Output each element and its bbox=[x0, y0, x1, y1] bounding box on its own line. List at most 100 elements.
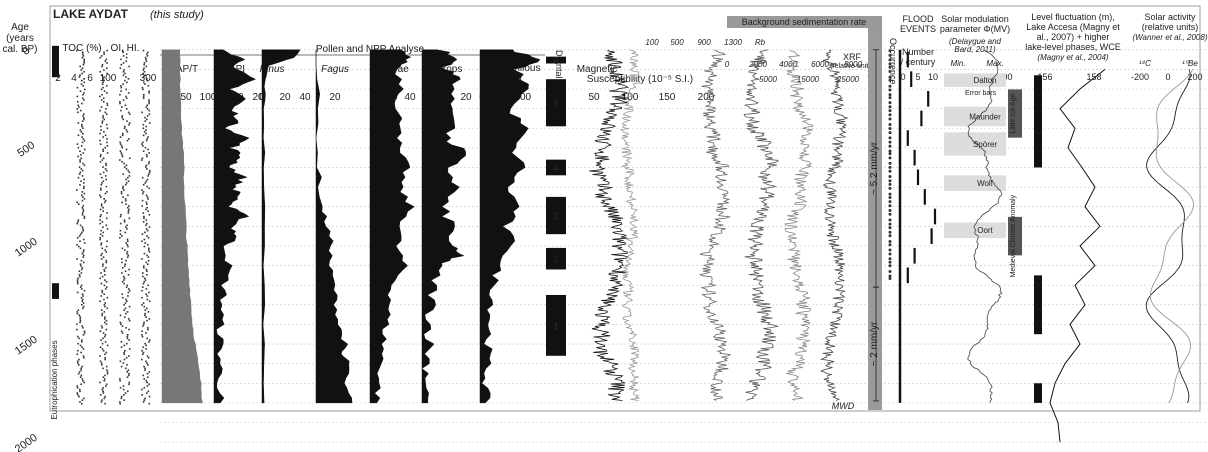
data-dot bbox=[142, 183, 145, 186]
data-dot bbox=[102, 97, 105, 100]
data-dot bbox=[146, 222, 148, 225]
data-dot bbox=[119, 401, 121, 403]
data-dot bbox=[102, 78, 105, 80]
data-dot bbox=[128, 122, 131, 124]
data-dot bbox=[127, 245, 129, 248]
data-dot bbox=[147, 198, 149, 200]
data-dot bbox=[123, 277, 126, 280]
climate-period-bar bbox=[1008, 89, 1022, 138]
data-dot bbox=[101, 289, 103, 292]
data-dot bbox=[102, 157, 105, 160]
data-dot bbox=[141, 205, 144, 207]
data-dot bbox=[104, 279, 106, 281]
data-dot bbox=[124, 307, 127, 310]
data-dot bbox=[148, 402, 151, 405]
xrf-rb-tick: 500 bbox=[670, 38, 684, 47]
data-dot bbox=[102, 136, 105, 138]
data-dot bbox=[124, 199, 127, 202]
data-dot bbox=[76, 386, 79, 389]
flood-occurrence-dot bbox=[888, 93, 892, 97]
data-dot bbox=[106, 228, 109, 230]
data-dot bbox=[83, 70, 85, 73]
data-dot bbox=[76, 143, 79, 145]
data-dot bbox=[119, 360, 122, 363]
data-dot bbox=[83, 116, 85, 119]
data-dot bbox=[147, 243, 149, 246]
data-dot bbox=[104, 273, 106, 276]
data-dot bbox=[125, 298, 127, 301]
data-dot bbox=[119, 321, 122, 324]
solar-activity-tick: -200 bbox=[1131, 72, 1149, 82]
data-dot bbox=[145, 293, 147, 296]
data-dot bbox=[126, 243, 129, 246]
solar-minimum-band bbox=[944, 73, 1006, 88]
data-dot bbox=[100, 295, 103, 297]
data-dot bbox=[142, 127, 145, 130]
data-dot bbox=[126, 284, 129, 287]
data-dot bbox=[141, 394, 143, 396]
data-dot bbox=[119, 141, 121, 144]
detrital-phase-block bbox=[546, 56, 566, 64]
ap-t-panel-area bbox=[161, 49, 203, 404]
data-dot bbox=[99, 238, 101, 241]
data-dot bbox=[79, 319, 82, 322]
data-dot bbox=[126, 120, 128, 122]
data-dot bbox=[143, 62, 146, 64]
data-dot bbox=[128, 157, 131, 160]
data-dot bbox=[127, 318, 130, 320]
data-dot bbox=[148, 109, 150, 112]
data-dot bbox=[146, 138, 149, 140]
data-dot bbox=[128, 65, 130, 68]
data-dot bbox=[76, 392, 79, 394]
data-dot bbox=[148, 339, 151, 341]
data-dot bbox=[105, 217, 108, 220]
data-dot bbox=[100, 258, 103, 260]
data-dot bbox=[119, 215, 122, 218]
data-dot bbox=[78, 166, 81, 168]
data-dot bbox=[125, 164, 128, 167]
data-dot bbox=[143, 252, 146, 255]
data-dot bbox=[81, 298, 84, 301]
data-dot bbox=[123, 399, 125, 401]
age-tick-label: 500 bbox=[15, 139, 37, 159]
data-dot bbox=[148, 213, 151, 216]
detrital-phase-label: 2 bbox=[553, 255, 559, 266]
data-dot bbox=[146, 298, 149, 301]
data-dot bbox=[124, 231, 127, 234]
data-dot bbox=[146, 229, 149, 232]
data-dot bbox=[79, 171, 82, 174]
lake-level-tick: 156 bbox=[1037, 72, 1052, 82]
solar-c14-curve bbox=[1145, 69, 1191, 404]
data-dot bbox=[79, 74, 81, 77]
data-dot bbox=[100, 229, 102, 232]
data-dot bbox=[80, 341, 83, 343]
data-dot bbox=[141, 86, 144, 89]
data-dot bbox=[141, 192, 144, 195]
data-dot bbox=[76, 291, 79, 294]
flood-occurrence-dot bbox=[888, 257, 892, 261]
data-dot bbox=[147, 263, 149, 266]
flood-occurrence-dot bbox=[888, 156, 892, 160]
data-dot bbox=[99, 222, 101, 225]
data-dot bbox=[121, 49, 124, 52]
data-dot bbox=[119, 136, 122, 138]
data-dot bbox=[106, 62, 108, 64]
data-dot bbox=[106, 67, 108, 70]
data-dot bbox=[76, 279, 79, 281]
data-dot bbox=[82, 210, 85, 213]
flood-occurrence-dot bbox=[888, 226, 892, 230]
coprophilous-panel-area bbox=[479, 49, 541, 404]
data-dot bbox=[128, 381, 131, 384]
data-dot bbox=[146, 206, 148, 209]
data-dot bbox=[83, 60, 85, 62]
flood-occurrence-dot bbox=[888, 165, 892, 169]
solar-activity-tick: 0 bbox=[1165, 72, 1170, 82]
data-dot bbox=[80, 351, 82, 354]
flood-occurrence-dot bbox=[888, 222, 892, 226]
data-dot bbox=[79, 224, 82, 227]
data-dot bbox=[103, 284, 106, 287]
data-dot bbox=[145, 224, 147, 227]
data-dot bbox=[142, 401, 145, 403]
data-dot bbox=[106, 372, 109, 375]
data-dot bbox=[144, 312, 146, 315]
